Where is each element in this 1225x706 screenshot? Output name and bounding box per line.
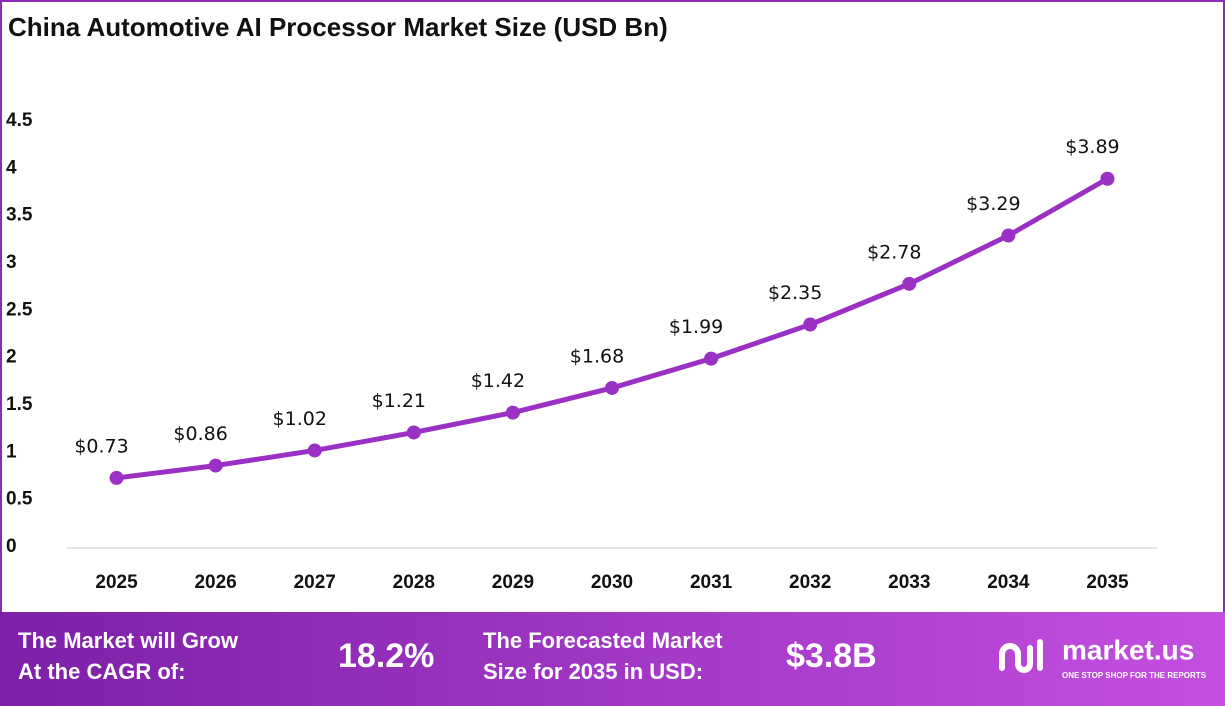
- brand: market.us: [1062, 634, 1194, 665]
- value-label: $0.73: [74, 435, 128, 457]
- point: [109, 470, 124, 485]
- x-tick-label: 2028: [393, 572, 435, 593]
- point: [307, 443, 322, 458]
- x-tick-label: 2026: [194, 572, 236, 593]
- x-tick-label: 2030: [591, 572, 633, 593]
- value-label: $2.78: [867, 241, 921, 263]
- cagr-label: At the CAGR of:: [18, 659, 185, 684]
- y-tick-label: 0: [6, 536, 17, 557]
- x-tick-label: 2035: [1086, 572, 1129, 593]
- point: [505, 405, 520, 420]
- chart-title: China Automotive AI Processor Market Siz…: [8, 12, 668, 42]
- value-label: $1.42: [471, 370, 525, 392]
- value-label: $1.99: [669, 316, 723, 338]
- point: [406, 425, 421, 440]
- point: [208, 458, 223, 473]
- y-tick-label: 3.5: [6, 205, 33, 226]
- x-tick-label: 2027: [294, 572, 336, 593]
- value-label: $3.29: [966, 193, 1020, 215]
- value-label: $0.86: [173, 423, 227, 445]
- cagr-value: 18.2%: [338, 637, 434, 675]
- x-tick-label: 2032: [789, 572, 831, 593]
- forecast-value: $3.8B: [786, 637, 877, 675]
- y-tick-label: 3: [6, 252, 17, 273]
- point: [704, 351, 719, 366]
- value-label: $2.35: [768, 282, 822, 304]
- forecast-label: Size for 2035 in USD:: [483, 659, 703, 684]
- y-tick-label: 1: [6, 441, 17, 462]
- y-tick-label: 2: [6, 347, 17, 368]
- value-label: $3.89: [1065, 136, 1119, 158]
- x-tick-label: 2029: [492, 572, 534, 593]
- y-tick-label: 4: [6, 157, 17, 178]
- point: [605, 380, 619, 395]
- point: [1100, 171, 1115, 186]
- value-label: $1.21: [372, 390, 426, 412]
- y-tick-label: 4.5: [6, 110, 33, 131]
- x-tick-label: 2025: [95, 572, 138, 593]
- point: [1001, 228, 1016, 243]
- x-tick-label: 2033: [888, 572, 930, 593]
- forecast-label: The Forecasted Market: [483, 628, 723, 653]
- point: [803, 317, 818, 332]
- cagr-label: The Market will Grow: [18, 628, 239, 653]
- value-label: $1.68: [570, 345, 624, 367]
- x-tick-label: 2034: [987, 572, 1030, 593]
- x-tick-label: 2031: [690, 572, 733, 593]
- y-tick-label: 1.5: [6, 394, 33, 415]
- value-label: $1.02: [273, 408, 327, 430]
- tagline: ONE STOP SHOP FOR THE REPORTS: [1062, 671, 1207, 680]
- point: [902, 276, 917, 291]
- brand-logo: [999, 639, 1043, 673]
- y-tick-label: 0.5: [6, 489, 33, 510]
- y-tick-label: 2.5: [6, 299, 33, 320]
